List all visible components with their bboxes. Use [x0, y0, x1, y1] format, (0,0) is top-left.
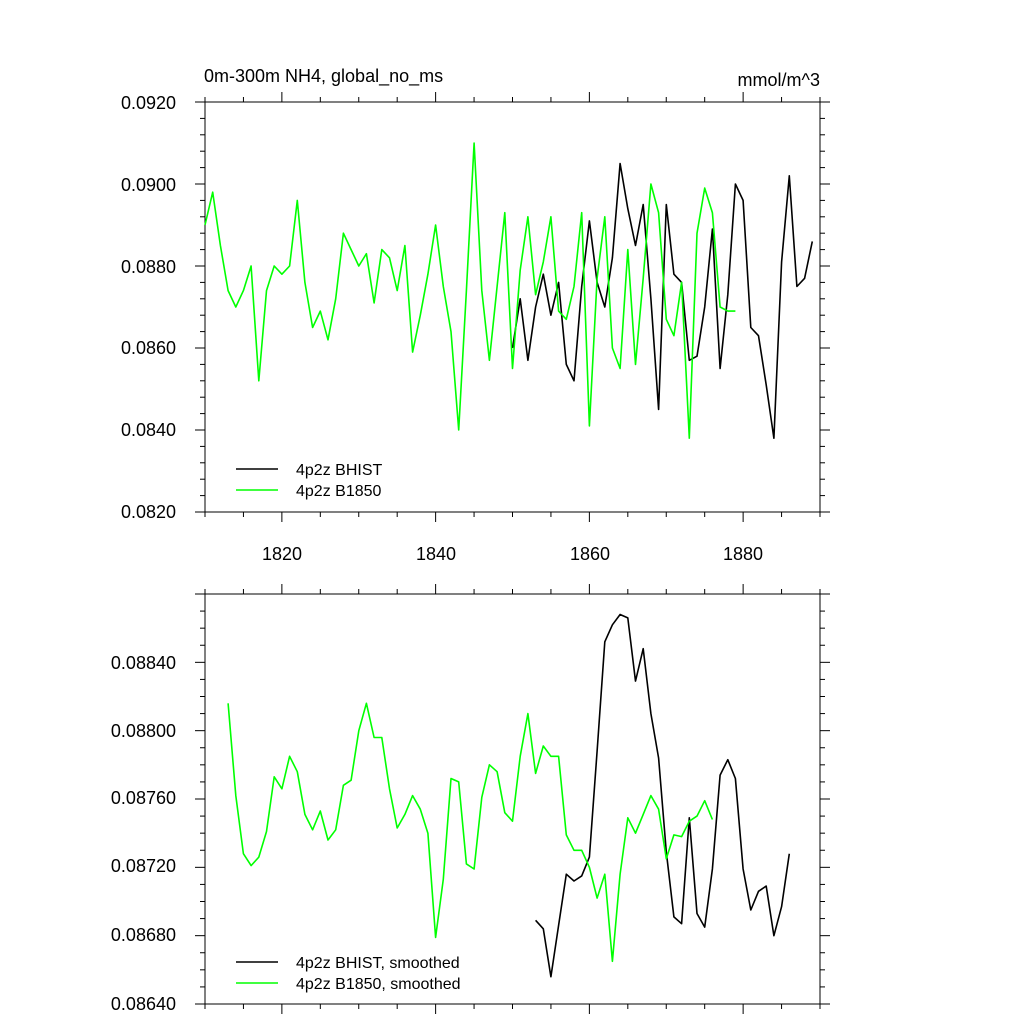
top-y-tick-label: 0.0860	[121, 338, 176, 358]
top-y-tick-label: 0.0820	[121, 502, 176, 522]
bottom-legend-label-b1850: 4p2z B1850, smoothed	[296, 976, 461, 993]
bottom-y-tick-label: 0.08760	[111, 788, 176, 808]
bottom-y-tick-label: 0.08680	[111, 925, 176, 945]
top-x-tick-label: 1820	[262, 544, 302, 564]
top-x-tick-label: 1840	[416, 544, 456, 564]
bottom-y-tick-label: 0.08840	[111, 653, 176, 673]
top-series-line-b1850	[204, 142, 736, 440]
bottom-y-tick-label: 0.08800	[111, 721, 176, 741]
top-y-tick-label: 0.0880	[121, 257, 176, 277]
bottom-series-line-b1850	[227, 702, 714, 963]
top-y-tick-label: 0.0840	[121, 420, 176, 440]
top-y-tick-label: 0.0900	[121, 175, 176, 195]
bottom-legend-label-bhist: 4p2z BHIST, smoothed	[296, 955, 460, 972]
top-legend-label-b1850: 4p2z B1850	[296, 483, 382, 500]
top-panel-units: mmol/m^3	[738, 70, 820, 90]
bottom-y-tick-label: 0.08720	[111, 856, 176, 876]
bottom-y-tick-label: 0.08640	[111, 994, 176, 1014]
top-x-tick-label: 1880	[723, 544, 763, 564]
top-x-tick-label: 1860	[570, 544, 610, 564]
top-panel-title: 0m-300m NH4, global_no_ms	[204, 66, 443, 87]
top-legend-label-bhist: 4p2z BHIST	[296, 462, 382, 479]
top-y-tick-label: 0.0920	[121, 93, 176, 113]
bottom-series-line-bhist	[535, 613, 791, 978]
top-series-line-bhist	[511, 162, 814, 440]
